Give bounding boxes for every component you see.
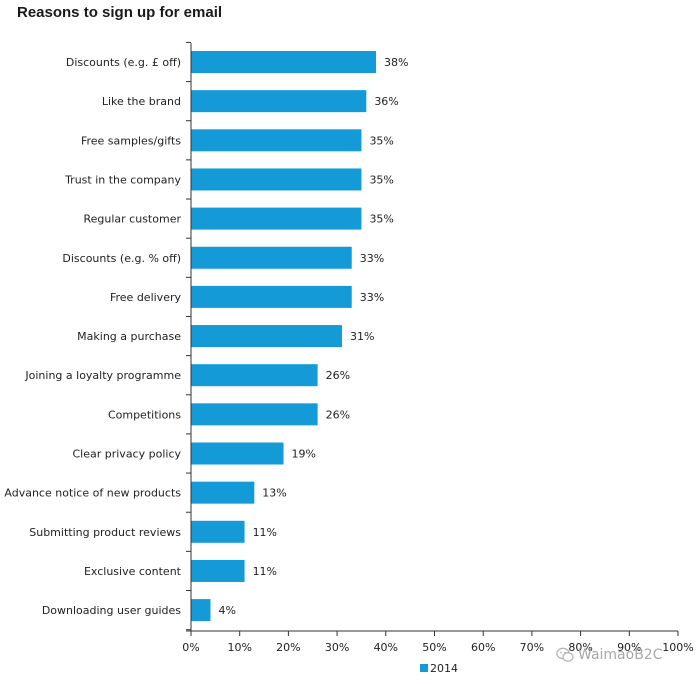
bar [191, 403, 318, 426]
axis-layer: 0% 10% 20% 30% 40% 50% 60% 70% 80% 90% 100% [182, 41, 694, 654]
category-label: Advance notice of new products [4, 487, 181, 500]
data-label: 26% [326, 369, 350, 382]
watermark-text: WaimaoB2C [578, 647, 663, 663]
data-label: 31% [350, 330, 374, 343]
category-label: Submitting product reviews [29, 526, 181, 539]
data-label: 4% [218, 604, 235, 617]
category-label: Regular customer [84, 213, 182, 226]
bar [191, 559, 245, 582]
bar [191, 364, 318, 387]
bar [191, 285, 352, 308]
data-label: 35% [369, 173, 393, 186]
data-label: 26% [326, 408, 350, 421]
legend: 2014 [420, 662, 458, 675]
data-label: 35% [369, 213, 393, 226]
chart-title: Reasons to sign up for email [17, 4, 223, 21]
x-tick-label: 80% [568, 641, 592, 654]
bar [191, 442, 284, 465]
x-tick-label: 0% [182, 641, 199, 654]
bar [191, 168, 362, 191]
bar [191, 325, 342, 348]
category-label: Discounts (e.g. % off) [62, 252, 181, 265]
category-label: Downloading user guides [42, 604, 181, 617]
data-label: 33% [360, 252, 384, 265]
bar [191, 90, 367, 113]
bar [191, 207, 362, 230]
bars-layer: Discounts (e.g. £ off) 38% Like the brand 3… [4, 51, 409, 622]
data-label: 11% [253, 565, 277, 578]
category-label: Like the brand [102, 95, 181, 108]
bar [191, 246, 352, 269]
x-tick-label: 60% [471, 641, 495, 654]
category-label: Free samples/gifts [81, 134, 181, 147]
data-label: 33% [360, 291, 384, 304]
bar [191, 599, 211, 622]
category-label: Competitions [108, 408, 181, 421]
category-label: Exclusive content [84, 565, 182, 578]
data-label: 38% [384, 56, 408, 69]
x-tick-label: 30% [325, 641, 349, 654]
x-tick-label: 100% [662, 641, 693, 654]
category-label: Trust in the company [64, 173, 181, 186]
category-label: Free delivery [110, 291, 182, 304]
bar [191, 129, 362, 152]
category-label: Joining a loyalty programme [24, 369, 181, 382]
legend-swatch [420, 664, 428, 672]
data-label: 11% [253, 526, 277, 539]
bar [191, 51, 377, 73]
data-label: 36% [374, 95, 398, 108]
category-label: Clear privacy policy [72, 448, 181, 461]
data-label: 19% [292, 448, 316, 461]
x-tick-label: 10% [227, 641, 251, 654]
x-tick-label: 90% [617, 641, 641, 654]
bar [191, 520, 245, 543]
bar [191, 481, 255, 504]
x-tick-label: 20% [276, 641, 300, 654]
legend-label: 2014 [430, 662, 458, 675]
data-label: 13% [262, 487, 286, 500]
data-label: 35% [369, 134, 393, 147]
watermark: WaimaoB2C [556, 644, 663, 666]
x-tick-label: 40% [374, 641, 398, 654]
x-tick-label: 50% [422, 641, 446, 654]
category-label: Making a purchase [77, 330, 181, 343]
category-label: Discounts (e.g. £ off) [66, 56, 181, 69]
x-tick-label: 70% [520, 641, 544, 654]
wechat-icon [556, 647, 574, 662]
